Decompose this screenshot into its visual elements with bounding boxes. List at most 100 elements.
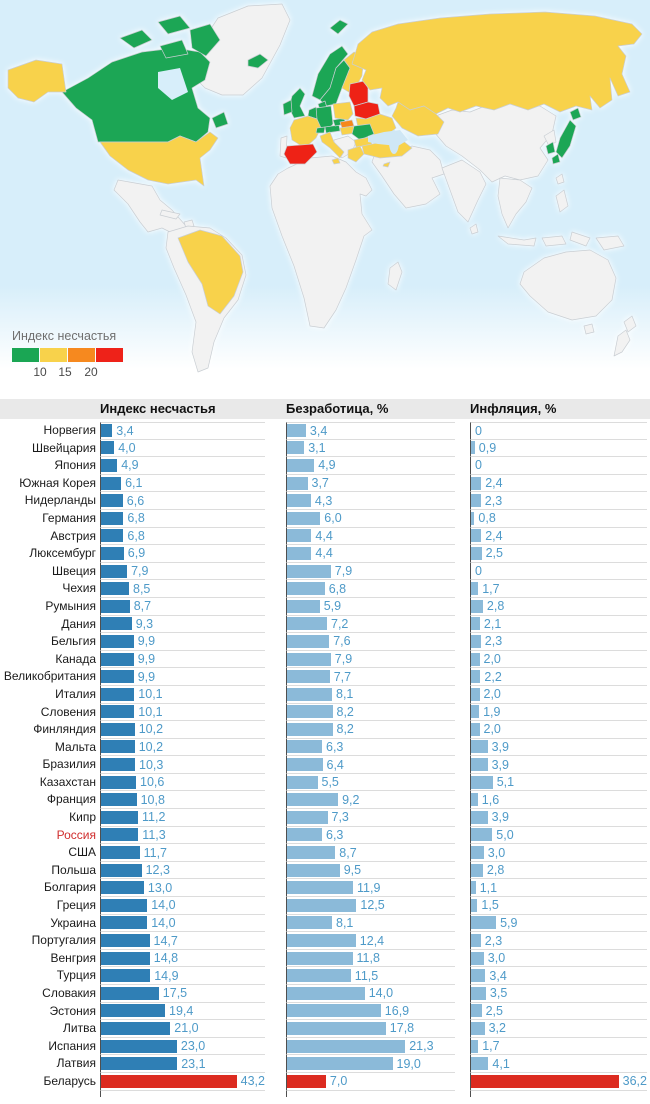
country-label: Канада — [55, 651, 96, 666]
unemployment-bar — [287, 424, 306, 438]
bar-value: 3,1 — [308, 440, 326, 455]
axis-tail — [0, 1090, 650, 1097]
inflation-bar — [471, 846, 484, 860]
misery-bar — [101, 582, 129, 596]
misery-bar — [101, 599, 130, 613]
unemployment-bar — [287, 1021, 386, 1035]
bar-value: 11,9 — [357, 880, 381, 895]
bar-value: 4,4 — [315, 528, 333, 543]
bar-value: 16,9 — [384, 1003, 410, 1018]
bar-cell: 43,2 — [100, 1072, 265, 1091]
bar-value: 1,9 — [483, 704, 501, 719]
table-row: Венгрия 14,8 11,8 3,0 — [0, 949, 650, 968]
unemployment-bar — [287, 1004, 381, 1018]
country-label: Люксембург — [29, 546, 96, 561]
map-country-cuba — [159, 209, 181, 220]
table-row: Кипр 11,2 7,3 3,9 — [0, 809, 650, 827]
map-country-austria — [324, 124, 341, 134]
bar-value: 1,7 — [482, 1039, 500, 1054]
country-label: Швейцария — [31, 440, 96, 455]
bar-value: 4,4 — [315, 546, 333, 561]
bar-value: 14,8 — [153, 951, 179, 966]
bar-value: 11,8 — [356, 951, 380, 966]
bar-value: 2,1 — [483, 616, 502, 631]
bar-cell: 14,8 — [100, 949, 265, 968]
misery-bar — [101, 652, 134, 666]
unemployment-bar — [287, 705, 333, 719]
inflation-bar — [471, 986, 486, 1000]
axis-tail-cell — [100, 1090, 265, 1097]
misery-bar — [101, 1039, 177, 1053]
misery-bar — [101, 441, 115, 455]
misery-bar — [101, 846, 140, 860]
bar-value: 14,7 — [153, 933, 178, 948]
map-country-italy — [319, 131, 345, 159]
misery-bar — [101, 969, 151, 983]
bar-value: 6,4 — [326, 757, 344, 772]
country-label: Австрия — [50, 528, 96, 543]
table-row: Словакия 17,5 14,0 3,5 — [0, 985, 650, 1003]
bar-cell: 13,0 — [100, 879, 265, 898]
bar-cell: 10,2 — [100, 738, 265, 757]
map-country-poland — [332, 101, 354, 121]
country-label: Польша — [51, 862, 96, 877]
bar-cell: 8,5 — [100, 580, 265, 598]
country-label: Дания — [61, 616, 96, 631]
map-country-south-korea — [545, 141, 556, 155]
bar-value: 2,3 — [484, 493, 503, 508]
bar-value: 5,1 — [496, 775, 515, 790]
inflation-bar — [471, 951, 484, 965]
country-label: Нидерланды — [24, 493, 96, 508]
bar-cell: 7,9 — [286, 562, 455, 581]
misery-bar — [101, 898, 148, 912]
bar-cell: 4,4 — [286, 545, 455, 563]
bar-value: 6,3 — [326, 827, 344, 842]
bar-value: 9,5 — [343, 863, 362, 878]
map-region-se-asia — [497, 177, 533, 229]
bar-value: 11,7 — [143, 845, 167, 860]
world-map-section: Индекс несчастья 10 15 20 — [0, 0, 650, 397]
bar-cell: 4,1 — [470, 1055, 647, 1073]
inflation-bar — [471, 881, 476, 895]
map-country-taiwan — [555, 173, 565, 185]
bar-cell: 3,5 — [470, 985, 647, 1003]
misery-bar — [101, 740, 135, 754]
bar-value: 9,3 — [135, 616, 154, 631]
inflation-bar — [471, 758, 488, 772]
bar-cell: 2,1 — [470, 615, 647, 634]
table-row: Южная Корея 6,1 3,7 2,4 — [0, 474, 650, 493]
bar-value: 6,8 — [127, 528, 145, 543]
table-row: Чехия 8,5 6,8 1,7 — [0, 580, 650, 598]
bar-cell: 16,9 — [286, 1002, 455, 1021]
bar-cell: 6,9 — [100, 545, 265, 563]
bar-cell: 8,1 — [286, 914, 455, 933]
bar-cell: 12,5 — [286, 897, 455, 915]
bar-cell: 14,0 — [286, 985, 455, 1003]
inflation-bar — [471, 441, 475, 455]
map-island-newfoundland — [211, 111, 229, 129]
bar-cell: 9,2 — [286, 791, 455, 810]
bar-cell: 11,3 — [100, 826, 265, 845]
unemployment-bar — [287, 793, 339, 807]
bar-cell: 19,4 — [100, 1002, 265, 1021]
inflation-bar — [471, 599, 483, 613]
bar-cell: 10,8 — [100, 791, 265, 810]
bar-cell: 2,3 — [470, 492, 647, 510]
bar-value: 9,2 — [342, 792, 360, 807]
country-label: Кипр — [69, 810, 96, 825]
bar-cell: 0 — [470, 562, 647, 581]
bar-cell: 12,4 — [286, 932, 455, 950]
misery-bar — [101, 828, 139, 842]
unemployment-bar — [287, 986, 365, 1000]
bar-value: 8,5 — [133, 581, 151, 596]
bar-cell: 3,1 — [286, 439, 455, 458]
table-row: Дания 9,3 7,2 2,1 — [0, 615, 650, 634]
unemployment-bar — [287, 687, 332, 701]
bar-value: 4,1 — [492, 1056, 510, 1071]
bar-value: 3,2 — [488, 1021, 506, 1036]
unemployment-bar — [287, 1039, 406, 1053]
misery-bar — [101, 758, 135, 772]
unemployment-bar — [287, 916, 332, 930]
unemployment-bar — [287, 846, 336, 860]
map-country-switzerland — [315, 126, 326, 134]
